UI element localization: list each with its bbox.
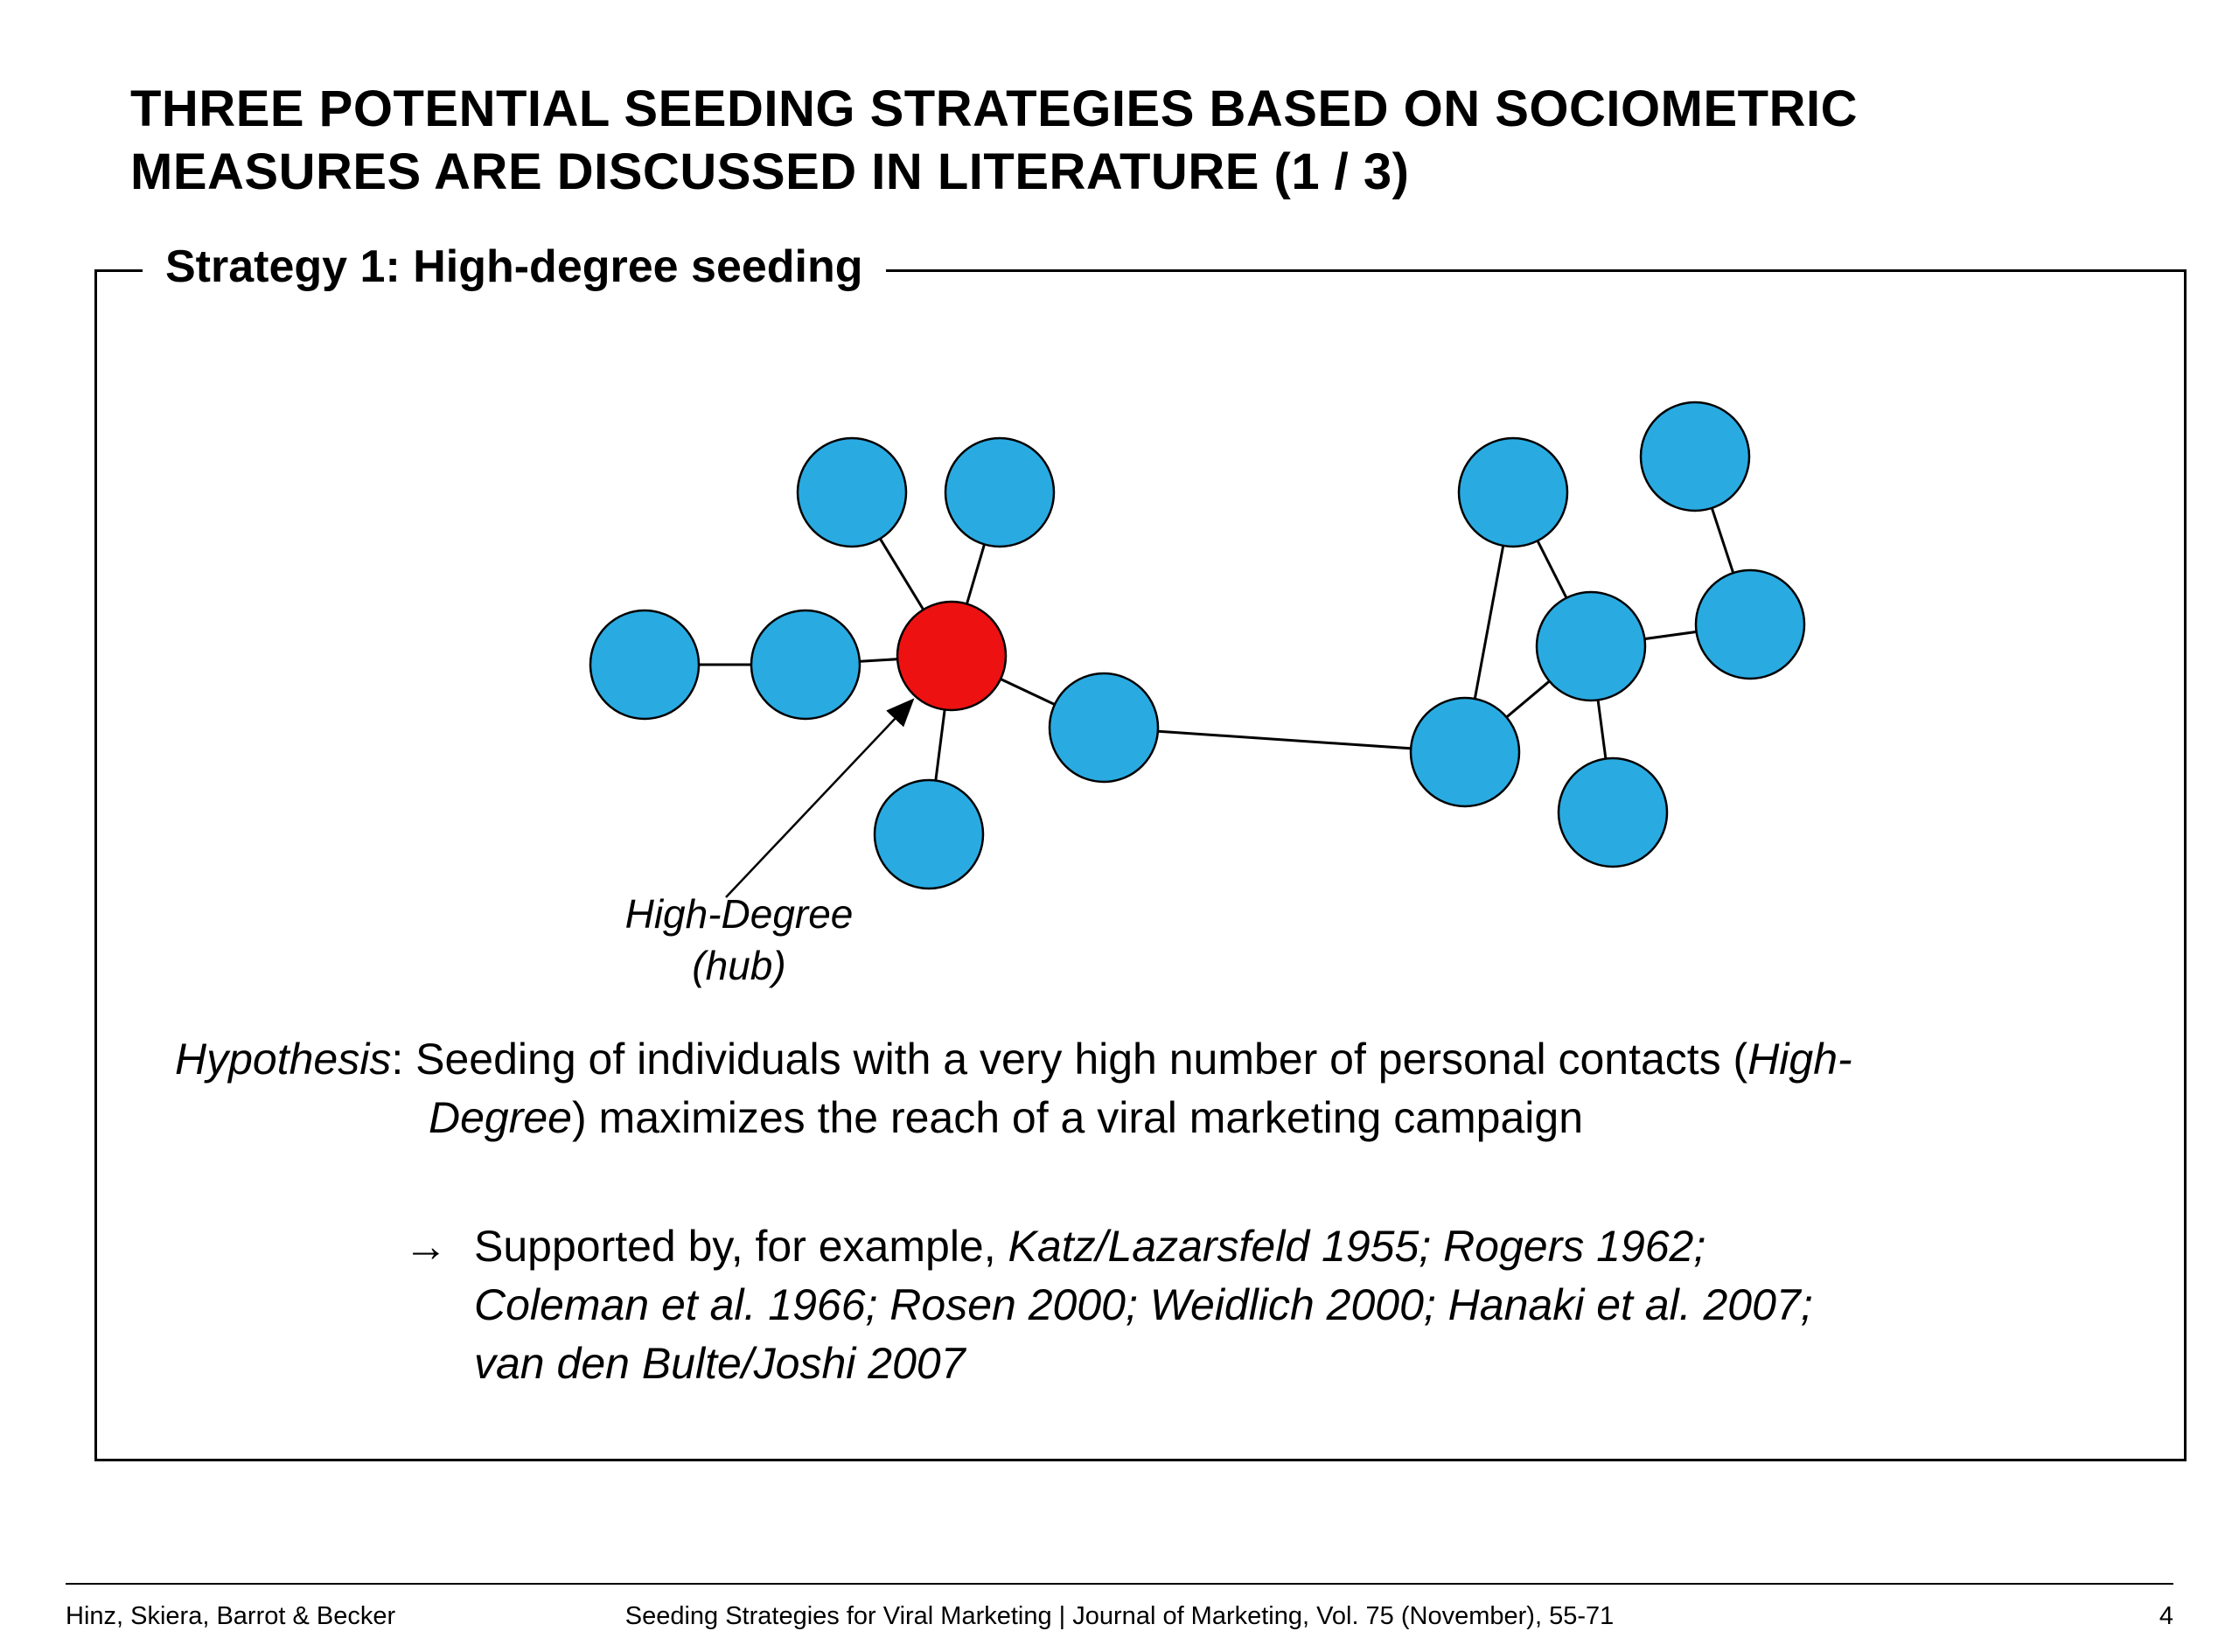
footer-source: Seeding Strategies for Viral Marketing |… [624, 1602, 1615, 1630]
supported-line2: Coleman et al. 1966; Rosen 2000; Weidlic… [474, 1276, 1813, 1335]
supported-by-lines: Supported by, for example, Katz/Lazarsfe… [474, 1217, 1813, 1393]
supported-line1: Supported by, for example, Katz/Lazarsfe… [474, 1217, 1813, 1276]
hypothesis-lead: Hypothesis [175, 1035, 392, 1084]
hub-annotation-line1: High-Degree [624, 891, 854, 937]
footer: Hinz, Skiera, Barrot & Becker Seeding St… [0, 1602, 2239, 1637]
supported-line2-citations: Coleman et al. 1966; Rosen 2000; Weidlic… [474, 1280, 1813, 1329]
slide-title-line1: THREE POTENTIAL SEEDING STRATEGIES BASED… [130, 80, 1858, 137]
hypothesis-line2-body: ) maximizes the reach of a viral marketi… [572, 1093, 1584, 1142]
right-arrow-glyph: → [404, 1222, 448, 1271]
supported-line3: van den Bulte/Joshi 2007 [474, 1335, 1813, 1393]
hub-annotation-line2: (hub) [692, 942, 786, 988]
hypothesis-line1-body: : Seeding of individuals with a very hig… [391, 1035, 1748, 1084]
slide-title: THREE POTENTIAL SEEDING STRATEGIES BASED… [130, 78, 2107, 204]
slide-title-line2: MEASURES ARE DISCUSSED IN LITERATURE (1 … [130, 143, 1410, 200]
footer-divider [66, 1583, 2173, 1585]
hypothesis-line1-tail: High- [1747, 1035, 1852, 1084]
footer-page-number: 4 [2159, 1602, 2173, 1630]
hypothesis-line2: Degree) maximizes the reach of a viral m… [429, 1089, 1852, 1147]
strategy-panel: Strategy 1: High-degree seeding [94, 240, 2187, 1461]
supported-by: → Supported by, for example, Katz/Lazars… [404, 1217, 1813, 1393]
hypothesis-line2-lead: Degree [429, 1093, 572, 1142]
hypothesis-text: Hypothesis: Seeding of individuals with … [175, 1030, 1852, 1147]
hypothesis-line1: Hypothesis: Seeding of individuals with … [175, 1030, 1852, 1089]
supported-line1-regular: Supported by, for example, [474, 1222, 1008, 1271]
supported-line3-citations: van den Bulte/Joshi 2007 [474, 1339, 966, 1388]
footer-authors: Hinz, Skiera, Barrot & Becker [66, 1602, 396, 1630]
panel-legend: Strategy 1: High-degree seeding [143, 240, 886, 293]
supported-line1-citations: Katz/Lazarsfeld 1955; Rogers 1962; [1008, 1222, 1706, 1271]
hub-annotation: High-Degree (hub) [520, 889, 958, 992]
